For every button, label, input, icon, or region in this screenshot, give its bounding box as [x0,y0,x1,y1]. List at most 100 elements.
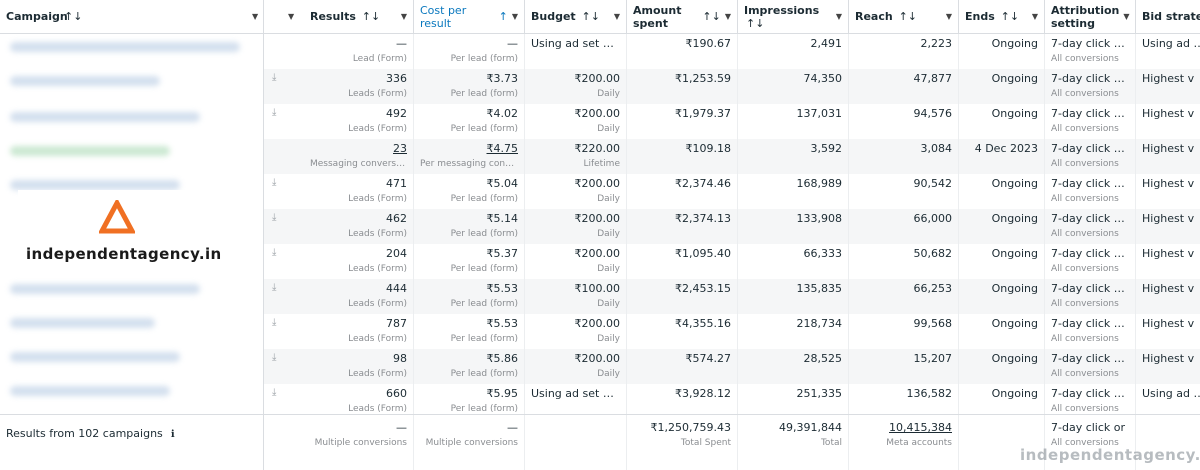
cell-cost-per-result-subtext: Per lead (form) [450,89,518,99]
chevron-down-icon[interactable]: ▼ [945,12,952,21]
download-icon[interactable]: ⤓ [272,352,277,363]
cell-impressions-value: 133,908 [796,212,843,225]
footer-spent-value: ₹1,250,759.43 [650,421,731,434]
cell-amount-spent: ₹1,253.59 [627,69,738,104]
cell-budget-subtext: Daily [597,89,620,99]
cell-reach-value: 15,207 [913,352,953,365]
cell-cost-per-result: ₹5.95 Per lead (form) [414,384,525,419]
col-header-ends[interactable]: Ends ↑↓ ▼ [959,0,1045,33]
cell-attribution-subtext: All conversions [1051,159,1119,169]
col-label: Budget ↑↓ [531,10,600,23]
col-header-campaign[interactable]: Campaign ↑↓ ▼ ▼ [0,0,294,33]
cell-ends: Ongoing [959,34,1045,69]
chevron-down-icon[interactable]: ▼ [835,12,842,21]
table-row[interactable]: ⤓ 204 Leads (Form) ₹5.37 Per lead (form) ₹200… [264,244,1200,279]
cell-reach-value: 3,084 [920,142,953,155]
download-icon[interactable]: ⤓ [272,317,277,328]
table-row[interactable]: ⤓ 471 Leads (Form) ₹5.04 Per lead (form) ₹200… [264,174,1200,209]
footer-summary: Results from 102 campaigns ℹ [0,415,264,470]
cell-cost-per-result-value[interactable]: ₹4.75 [486,142,519,155]
col-header-budget[interactable]: Budget ↑↓ ▼ [525,0,627,33]
chevron-down-icon[interactable]: ▼ [613,12,620,21]
cell-amount-spent-value: ₹2,453.15 [675,282,731,295]
chevron-down-icon[interactable]: ▼ [511,12,518,21]
table-row[interactable]: ⤓ 492 Leads (Form) ₹4.02 Per lead (form) ₹200… [264,104,1200,139]
cell-attribution-subtext: All conversions [1051,369,1119,379]
cell-cost-per-result: ₹5.53 Per lead (form) [414,314,525,349]
cell-budget: ₹200.00 Daily [525,244,627,279]
cell-bid-strategy-value: Highest v [1142,142,1195,155]
col-label: Bid strategy [1142,10,1200,23]
cell-results: 444 Leads (Form) [304,279,414,314]
cell-results: 471 Leads (Form) [304,174,414,209]
sort-icon[interactable]: ↑↓ [64,10,83,23]
footer-reach-sub: Meta accounts [886,438,952,448]
download-icon[interactable]: ⤓ [272,72,277,83]
table-row[interactable]: — Lead (Form) — Per lead (form) Using ad set… [264,34,1200,69]
cell-budget-value: ₹200.00 [574,107,621,120]
cell-attribution-subtext: All conversions [1051,299,1119,309]
cell-bid-strategy: Highest v [1136,209,1200,244]
chevron-down-icon[interactable]: ▼ [724,12,731,21]
col-header-cost-per-result[interactable]: Cost per result ↑ ▼ [414,0,525,33]
cell-results-value[interactable]: 23 [393,142,407,155]
table-row[interactable]: ⤓ 336 Leads (Form) ₹3.73 Per lead (form) ₹200… [264,69,1200,104]
download-icon[interactable]: ⤓ [272,177,277,188]
sort-icon[interactable]: ↑↓ [581,10,600,23]
col-header-amount-spent[interactable]: Amount spent ↑↓ ▼ [627,0,738,33]
cell-reach-value: 2,223 [920,37,953,50]
sort-icon[interactable]: ↑↓ [746,16,765,30]
download-icon[interactable]: ⤓ [272,212,277,223]
cell-attribution-subtext: All conversions [1051,89,1119,99]
cell-download: ⤓ [264,174,304,209]
info-icon[interactable]: ℹ [170,429,175,440]
download-icon[interactable]: ⤓ [272,387,277,398]
download-icon[interactable]: ⤓ [272,282,277,293]
table-row[interactable]: ⤓ 462 Leads (Form) ₹5.14 Per lead (form) ₹200… [264,209,1200,244]
cell-budget: ₹200.00 Daily [525,104,627,139]
cell-reach-value: 94,576 [913,107,953,120]
chevron-down-icon[interactable]: ▼ [1123,12,1130,21]
footer-results-sub: Multiple conversions [314,438,407,448]
cell-results-subtext: Leads (Form) [348,89,407,99]
chevron-down-icon[interactable]: ▼ [400,12,407,21]
cell-reach: 66,253 [849,279,959,314]
download-icon[interactable]: ⤓ [272,107,277,118]
cell-budget: ₹100.00 Daily [525,279,627,314]
download-icon[interactable]: ⤓ [272,247,277,258]
cell-bid-strategy-value: Using ad set [1142,37,1200,50]
chevron-down-icon[interactable]: ▼ [288,12,295,21]
cell-results: 336 Leads (Form) [304,69,414,104]
sort-icon[interactable]: ↑↓ [361,10,381,23]
cell-download [264,139,304,174]
col-header-results[interactable]: Results ↑↓ ▼ [304,0,414,33]
cell-budget-subtext: Daily [597,369,620,379]
col-header-impressions[interactable]: Impressions ↑↓ ▼ [738,0,849,33]
cell-reach-value: 90,542 [913,177,953,190]
chevron-down-icon[interactable]: ▼ [252,12,259,21]
watermark-text: independentagency.in [1020,446,1200,464]
cell-ends: Ongoing [959,69,1045,104]
cell-cost-per-result-subtext: Per lead (form) [450,54,518,64]
table-row[interactable]: ⤓ 660 Leads (Form) ₹5.95 Per lead (form) Usin… [264,384,1200,419]
cell-budget-subtext: Daily [597,194,620,204]
col-header-bid-strategy[interactable]: Bid strategy [1136,0,1200,33]
sort-icon[interactable]: ↑↓ [702,10,721,23]
cell-attribution-subtext: All conversions [1051,229,1119,239]
table-row[interactable]: ⤓ 98 Leads (Form) ₹5.86 Per lead (form) ₹200.… [264,349,1200,384]
cell-cost-per-result: ₹5.86 Per lead (form) [414,349,525,384]
cell-cost-per-result: ₹5.04 Per lead (form) [414,174,525,209]
col-header-reach[interactable]: Reach ↑↓ ▼ [849,0,959,33]
footer-attr-value: 7-day click or ... [1051,421,1129,434]
chevron-down-icon[interactable]: ▼ [1031,12,1038,21]
sort-icon[interactable]: ↑↓ [1000,10,1020,23]
footer-reach-value[interactable]: 10,415,384 [889,421,952,434]
cell-bid-strategy-value: Highest v [1142,72,1195,85]
sort-ascending-icon[interactable]: ↑ [498,10,508,23]
table-row[interactable]: ⤓ 444 Leads (Form) ₹5.53 Per lead (form) ₹100… [264,279,1200,314]
footer-ends [959,415,1045,470]
sort-icon[interactable]: ↑↓ [898,10,917,23]
table-row[interactable]: 23 Messaging conversat... ₹4.75 Per messagi… [264,139,1200,174]
table-row[interactable]: ⤓ 787 Leads (Form) ₹5.53 Per lead (form) ₹200… [264,314,1200,349]
col-header-attribution[interactable]: Attribution setting ▼ [1045,0,1136,33]
